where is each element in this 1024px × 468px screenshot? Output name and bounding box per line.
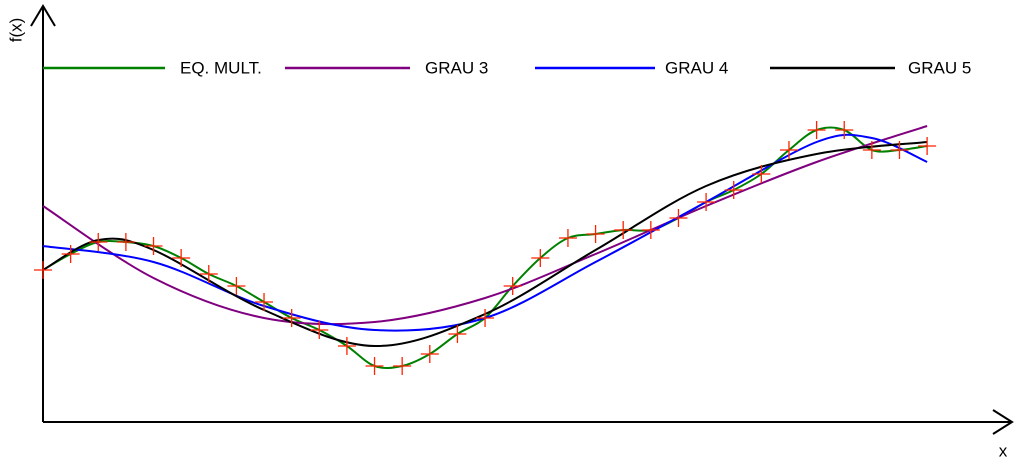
legend-label: GRAU 5 [908, 58, 971, 77]
data-point [641, 221, 660, 239]
data-point [255, 293, 274, 311]
data-point [558, 229, 577, 247]
data-point [365, 357, 384, 375]
legend-label: EQ. MULT. [180, 58, 262, 77]
legend-label: GRAU 3 [425, 58, 488, 77]
data-point [61, 245, 80, 263]
data-point [337, 337, 356, 355]
data-point [503, 277, 522, 295]
data-point [172, 249, 191, 267]
data-point [393, 357, 412, 375]
data-point [448, 325, 467, 343]
axes [30, 4, 1014, 435]
legend-label: GRAU 4 [665, 58, 728, 77]
data-point [614, 221, 633, 239]
data-point [34, 261, 52, 279]
data-point [282, 309, 301, 327]
y-axis-label: f(x) [6, 18, 25, 43]
data-point [890, 141, 909, 159]
data-point [476, 309, 495, 327]
data-point [89, 233, 108, 251]
data-point [116, 233, 135, 251]
data-point [227, 277, 246, 295]
data-point [310, 321, 329, 339]
data-point [835, 121, 854, 139]
data-point [669, 209, 688, 227]
x-arrow [992, 409, 1014, 435]
data-point [586, 225, 605, 243]
series-line [42, 133, 928, 332]
data-point [752, 165, 771, 183]
data-point [862, 141, 881, 159]
data-point [779, 141, 798, 159]
data-point [807, 121, 826, 139]
series-line [42, 141, 928, 348]
data-point [531, 249, 550, 267]
series-line [42, 126, 928, 369]
data-point [144, 237, 163, 255]
data-point [697, 193, 716, 211]
series-line [42, 125, 928, 326]
data-point [724, 181, 743, 199]
y-arrow [30, 4, 56, 27]
data-point [420, 345, 439, 363]
x-axis-label: x [999, 441, 1008, 460]
data-point [918, 137, 937, 155]
data-point [199, 265, 218, 283]
